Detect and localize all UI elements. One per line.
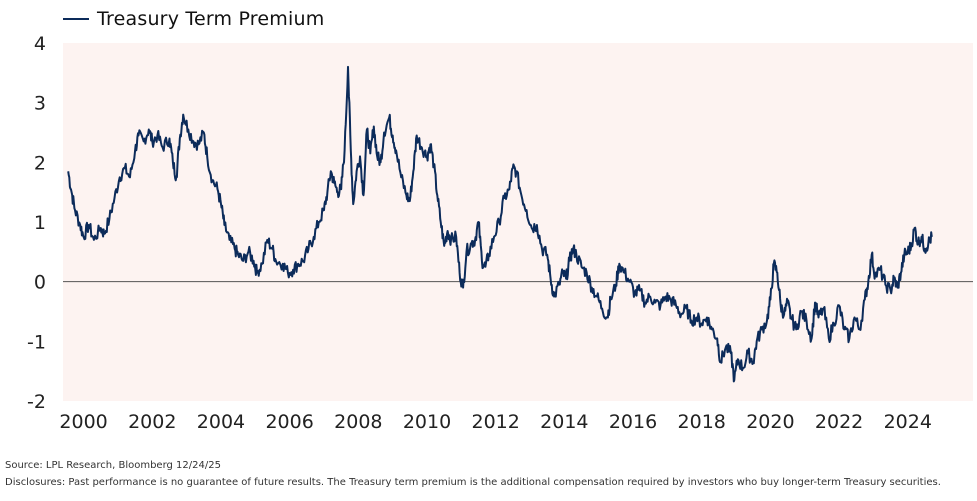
x-tick-label: 2002 (128, 411, 176, 433)
y-tick-label: -2 (27, 391, 46, 413)
x-tick-label: 2012 (471, 411, 519, 433)
x-tick-label: 2022 (815, 411, 863, 433)
x-tick-label: 2004 (197, 411, 245, 433)
x-tick-label: 2008 (334, 411, 382, 433)
plot-area (63, 43, 973, 401)
y-tick-label: 3 (34, 93, 46, 115)
legend-swatch (63, 18, 89, 20)
x-tick-label: 2006 (265, 411, 313, 433)
x-tick-label: 2018 (678, 411, 726, 433)
x-tick-label: 2000 (59, 411, 107, 433)
y-tick-label: 1 (34, 212, 46, 234)
x-axis-ticks: 2000 2002 2004 2006 2008 2010 2012 2014 2016 2018… (59, 411, 932, 433)
y-axis-ticks: 4 3 2 1 0 -1 -2 (27, 33, 46, 413)
source-note: Source: LPL Research, Bloomberg 12/24/25 (5, 460, 221, 471)
series-line-treasury-term-premium (67, 65, 933, 383)
legend-label: Treasury Term Premium (97, 8, 325, 30)
series-group (67, 65, 933, 383)
y-tick-label: -1 (27, 331, 46, 353)
x-tick-label: 2016 (609, 411, 657, 433)
x-tick-label: 2024 (884, 411, 932, 433)
y-tick-label: 4 (34, 33, 46, 55)
y-tick-label: 2 (34, 152, 46, 174)
disclosure-note: Disclosures: Past performance is no guar… (5, 477, 941, 488)
y-tick-label: 0 (34, 272, 46, 294)
x-tick-label: 2014 (540, 411, 588, 433)
x-tick-label: 2010 (403, 411, 451, 433)
x-tick-label: 2020 (746, 411, 794, 433)
legend: Treasury Term Premium (63, 6, 324, 32)
